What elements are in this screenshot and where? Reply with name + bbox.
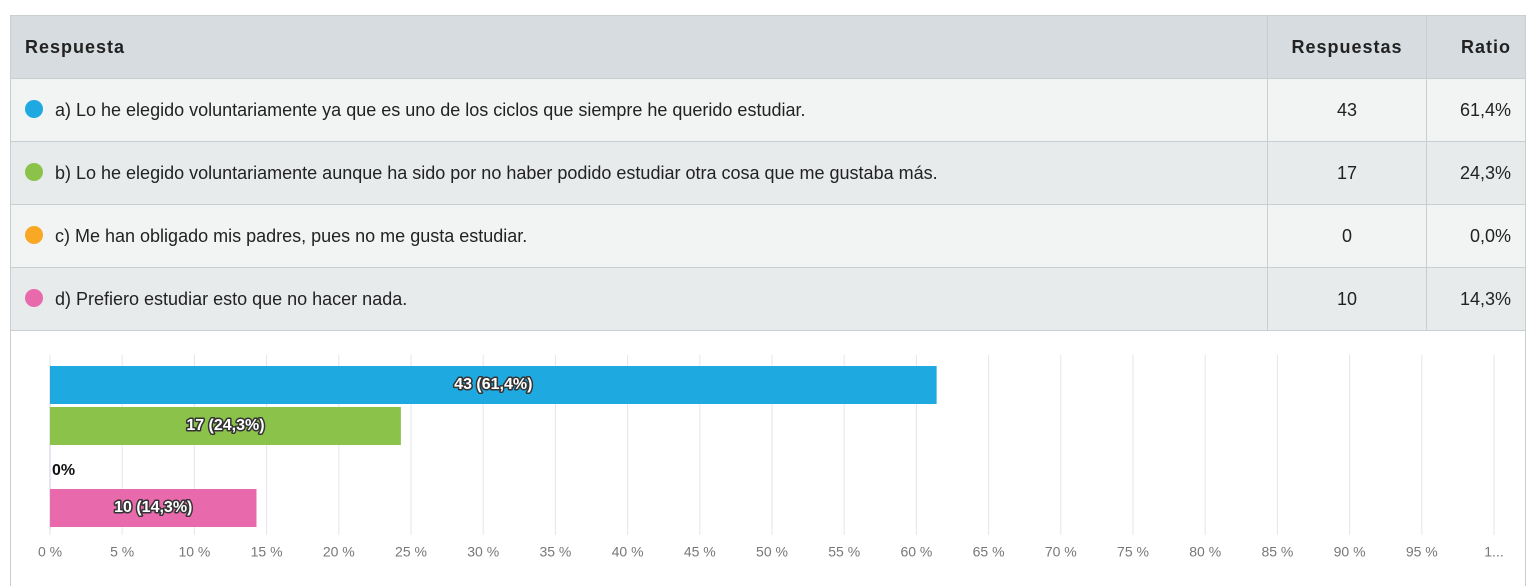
x-tick-label: 20 % xyxy=(323,544,355,560)
x-tick-label: 15 % xyxy=(251,544,283,560)
header-cell: Respuesta xyxy=(10,15,1268,79)
bar xyxy=(50,489,257,527)
cell-text: 10 xyxy=(1336,288,1358,309)
value-label: 10 (14,3%) xyxy=(114,499,192,516)
x-tick-label: 5 % xyxy=(110,544,134,560)
x-tick-label: 10 % xyxy=(178,544,210,560)
cell: 61,4% xyxy=(1426,78,1526,142)
color-dot xyxy=(25,289,43,308)
x-tick-label: 80 % xyxy=(1189,544,1221,560)
cell: 43 xyxy=(1267,78,1427,142)
cell: 0 xyxy=(1267,204,1427,268)
cell: 0,0% xyxy=(1426,204,1526,268)
x-tick-label: 30 % xyxy=(467,544,499,560)
x-tick-label: 45 % xyxy=(684,544,716,560)
cell-text: 24,3% xyxy=(1459,162,1511,183)
x-tick-label: 50 % xyxy=(756,544,788,560)
row: c) Me han obligado mis padres, pues no m… xyxy=(10,204,1526,268)
cell-text: d) Prefiero estudiar esto que no hacer n… xyxy=(55,288,408,309)
cell: a) Lo he elegido voluntariamente ya que … xyxy=(10,78,1268,142)
cell: 14,3% xyxy=(1426,267,1526,331)
cell-text: 0,0% xyxy=(1469,225,1511,246)
row: d) Prefiero estudiar esto que no hacer n… xyxy=(10,267,1526,331)
x-tick-label: 25 % xyxy=(395,544,427,560)
x-tick-label: 85 % xyxy=(1261,544,1293,560)
cell-text: 14,3% xyxy=(1459,288,1511,309)
cell-text: 43 xyxy=(1336,99,1358,120)
x-tick-label: 70 % xyxy=(1045,544,1077,560)
x-tick-label: 90 % xyxy=(1334,544,1366,560)
cell: d) Prefiero estudiar esto que no hacer n… xyxy=(10,267,1268,331)
x-tick-label: 75 % xyxy=(1117,544,1149,560)
value-label: 0% xyxy=(52,462,75,479)
value-label: 43 (61,4%) xyxy=(454,376,532,393)
bar xyxy=(50,366,937,404)
results-table: Respuesta Respuestas Ratio a) Lo he elegido… xyxy=(10,15,1526,331)
x-tick-label: 55 % xyxy=(828,544,860,560)
x-tick-label: 1... xyxy=(1484,544,1503,560)
color-dot xyxy=(25,226,43,245)
x-tick-label: 0 % xyxy=(38,544,62,560)
x-tick-label: 65 % xyxy=(973,544,1005,560)
cell-text: 17 xyxy=(1336,162,1358,183)
color-dot xyxy=(25,100,43,119)
x-tick-label: 95 % xyxy=(1406,544,1438,560)
cell: 17 xyxy=(1267,141,1427,205)
bar xyxy=(50,407,401,445)
cell: 24,3% xyxy=(1426,141,1526,205)
cell-text: 61,4% xyxy=(1459,99,1511,120)
x-tick-label: 60 % xyxy=(900,544,932,560)
cell: b) Lo he elegido voluntariamente aunque … xyxy=(10,141,1268,205)
survey-result: Respuesta Respuestas Ratio a) Lo he elegido… xyxy=(10,15,1526,586)
cell-text: c) Me han obligado mis padres, pues no m… xyxy=(55,225,528,246)
cell-text: b) Lo he elegido voluntariamente aunque … xyxy=(55,162,938,183)
cell-text: 0 xyxy=(1341,225,1352,246)
row: a) Lo he elegido voluntariamente ya que … xyxy=(10,78,1526,142)
x-tick-label: 40 % xyxy=(612,544,644,560)
value-label: 17 (24,3%) xyxy=(186,417,264,434)
cell-text: a) Lo he elegido voluntariamente ya que … xyxy=(55,99,806,120)
cell: c) Me han obligado mis padres, pues no m… xyxy=(10,204,1268,268)
color-dot xyxy=(25,163,43,182)
row: b) Lo he elegido voluntariamente aunque … xyxy=(10,141,1526,205)
cell: 10 xyxy=(1267,267,1427,331)
x-tick-label: 35 % xyxy=(539,544,571,560)
